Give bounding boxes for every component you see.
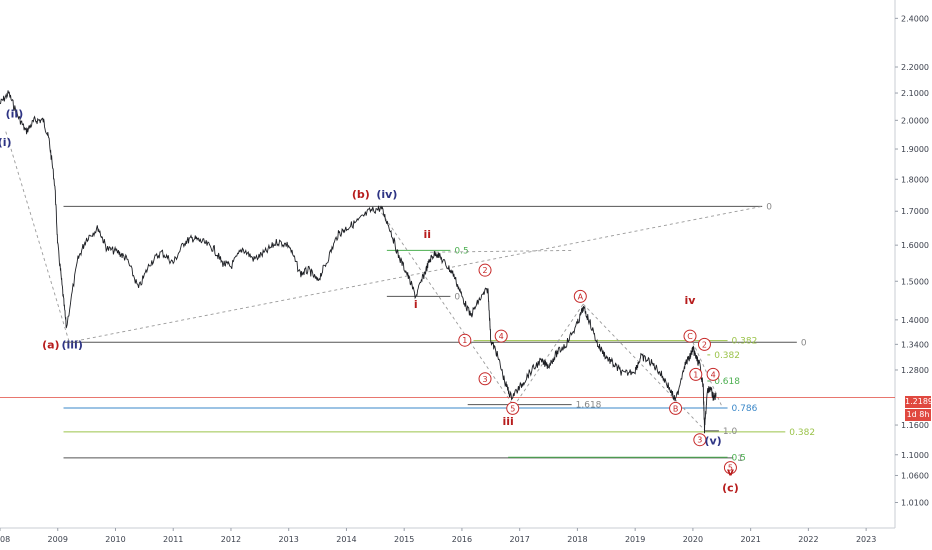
- x-tick-label: 2011: [163, 535, 183, 544]
- wave-circle: [723, 461, 737, 475]
- wave-circle-label: 2: [702, 340, 707, 349]
- y-tick-label: 1.1000: [901, 451, 929, 460]
- x-tick-label: 2020: [683, 535, 703, 544]
- level-label: 0.5: [732, 453, 746, 463]
- wave-circle-label: A: [578, 292, 584, 301]
- wave-circle-label: 3: [482, 375, 487, 384]
- x-tick-label: 2019: [625, 535, 645, 544]
- x-tick-label: 2010: [105, 535, 125, 544]
- wave-circle: [669, 401, 683, 415]
- x-tick-label: 2009: [48, 535, 68, 544]
- wave-label: v: [727, 465, 735, 478]
- wave-circle: [573, 289, 587, 303]
- wave-label: (v): [704, 435, 721, 448]
- dashed-connector: [5, 131, 70, 343]
- y-tick-label: 1.4000: [901, 316, 929, 325]
- wave-label: ii: [424, 228, 432, 241]
- wave-circle: [706, 367, 720, 381]
- wave-label: (a): [42, 339, 59, 352]
- wave-circle-label: 1: [462, 336, 467, 345]
- y-tick-label: 1.0600: [901, 471, 929, 480]
- level-label: 0.786: [732, 404, 758, 414]
- wave-circle-label: 3: [697, 436, 702, 445]
- y-tick-label: 2.0000: [901, 116, 929, 125]
- dashed-connector: [513, 303, 584, 407]
- dashed-connector: [430, 249, 572, 253]
- wave-label: (iv): [376, 188, 397, 201]
- wave-circle: [458, 333, 472, 347]
- wave-circle: [689, 367, 703, 381]
- wave-label: (iii): [61, 339, 82, 352]
- level-label: 0.382: [789, 428, 815, 438]
- level-label: 1.0: [723, 427, 738, 437]
- x-tick-label: 2018: [567, 535, 587, 544]
- y-tick-label: 1.9000: [901, 145, 929, 154]
- wave-circle-label: 4: [711, 370, 716, 379]
- wave-circle-label: 2: [482, 266, 487, 275]
- x-tick-label: 2012: [221, 535, 241, 544]
- wave-circle: [478, 372, 492, 386]
- level-label: 1: [737, 454, 743, 464]
- wave-label: iii: [502, 415, 513, 428]
- y-tick-label: 1.1600: [901, 421, 929, 430]
- y-tick-label: 1.7000: [901, 207, 929, 216]
- y-tick-label: 1.3400: [901, 340, 929, 349]
- level-label: 0: [801, 338, 807, 348]
- y-tick-label: 2.2000: [901, 63, 929, 72]
- price-badge-wrap: 1.2189 1d 8h: [905, 396, 932, 421]
- wave-circle: [494, 329, 508, 343]
- price-series-line: [0, 90, 717, 434]
- wave-circle: [683, 329, 697, 343]
- y-tick-label: 1.5000: [901, 277, 929, 286]
- wave-circle: [506, 401, 520, 415]
- wave-circle-label: 5: [510, 404, 515, 413]
- y-tick-label: 1.6000: [901, 241, 929, 250]
- wave-circle-label: 1: [693, 370, 698, 379]
- level-label: 0.382: [714, 351, 740, 361]
- wave-circle-label: 5: [728, 464, 733, 473]
- wave-label: (b): [352, 188, 370, 201]
- wave-label: iv: [685, 294, 697, 307]
- x-tick-label: 2015: [394, 535, 414, 544]
- wave-circle: [478, 263, 492, 277]
- level-label: 0.618: [714, 377, 740, 387]
- wave-label: (c): [722, 482, 739, 495]
- countdown-badge: 1d 8h: [905, 409, 931, 421]
- wave-circle-label: 4: [499, 332, 504, 341]
- y-tick-label: 1.0100: [901, 499, 929, 508]
- wave-circle: [697, 337, 711, 351]
- wave-circle-label: C: [687, 332, 693, 341]
- x-tick-label: 2008: [0, 535, 10, 544]
- level-label: 1.618: [576, 401, 602, 411]
- wave-circle: [693, 433, 707, 447]
- x-tick-label: 2016: [452, 535, 472, 544]
- wave-label: i: [414, 298, 418, 311]
- y-tick-label: 2.1000: [901, 89, 929, 98]
- dashed-connector: [377, 207, 515, 407]
- y-tick-label: 2.4000: [901, 14, 929, 23]
- wave-label: (i): [0, 136, 12, 149]
- x-tick-label: 2014: [336, 535, 356, 544]
- dashed-connector: [582, 303, 705, 431]
- y-tick-label: 1.2800: [901, 366, 929, 375]
- x-tick-label: 2021: [740, 535, 760, 544]
- dashed-connector: [69, 205, 763, 343]
- level-label: 0: [766, 202, 772, 212]
- x-tick-label: 2023: [856, 535, 876, 544]
- wave-label: (ii): [6, 108, 24, 121]
- y-tick-label: 1.8000: [901, 175, 929, 184]
- wave-circle-label: B: [673, 404, 679, 413]
- last-price-badge: 1.2189: [905, 396, 932, 408]
- x-tick-label: 2013: [279, 535, 299, 544]
- x-tick-label: 2022: [798, 535, 818, 544]
- x-tick-label: 2017: [509, 535, 529, 544]
- level-label: 0: [454, 292, 460, 302]
- level-label: 0.382: [732, 337, 758, 347]
